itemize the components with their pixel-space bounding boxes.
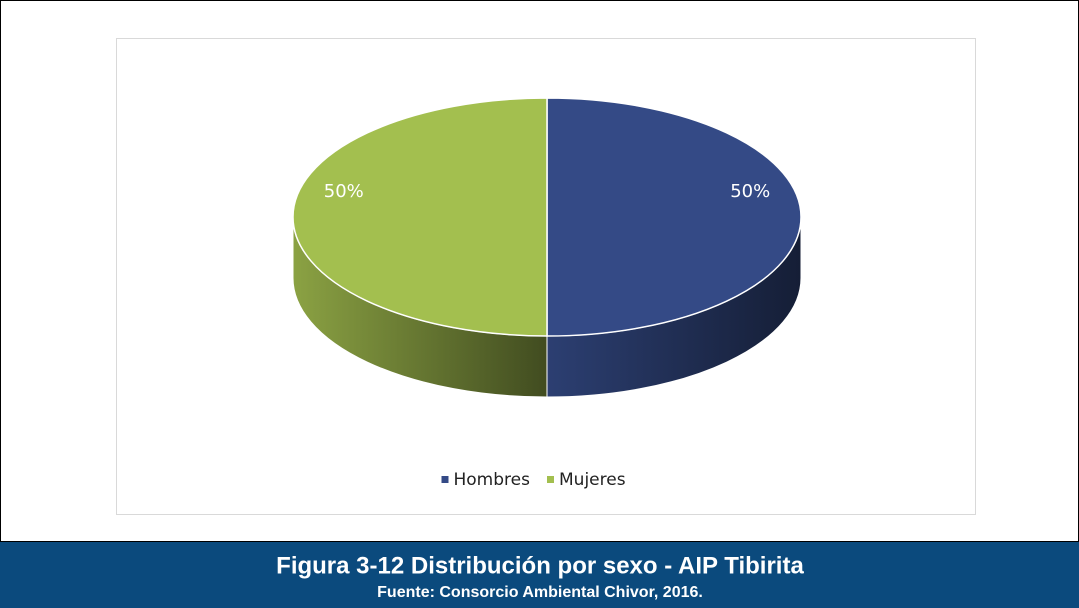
caption-band — [0, 542, 1079, 608]
chart-title: Figura 3-12 Distribución por sexo - AIP … — [276, 552, 804, 579]
legend-label: Mujeres — [559, 470, 626, 490]
chart-subtitle: Fuente: Consorcio Ambiental Chivor, 2016… — [377, 584, 703, 601]
pie-slice — [292, 97, 548, 337]
pie-slice — [546, 97, 802, 337]
legend-label: Hombres — [454, 470, 531, 490]
legend-swatch — [441, 476, 449, 483]
data-label: 50% — [324, 181, 364, 202]
data-label: 50% — [730, 181, 770, 202]
legend-swatch — [547, 476, 554, 483]
